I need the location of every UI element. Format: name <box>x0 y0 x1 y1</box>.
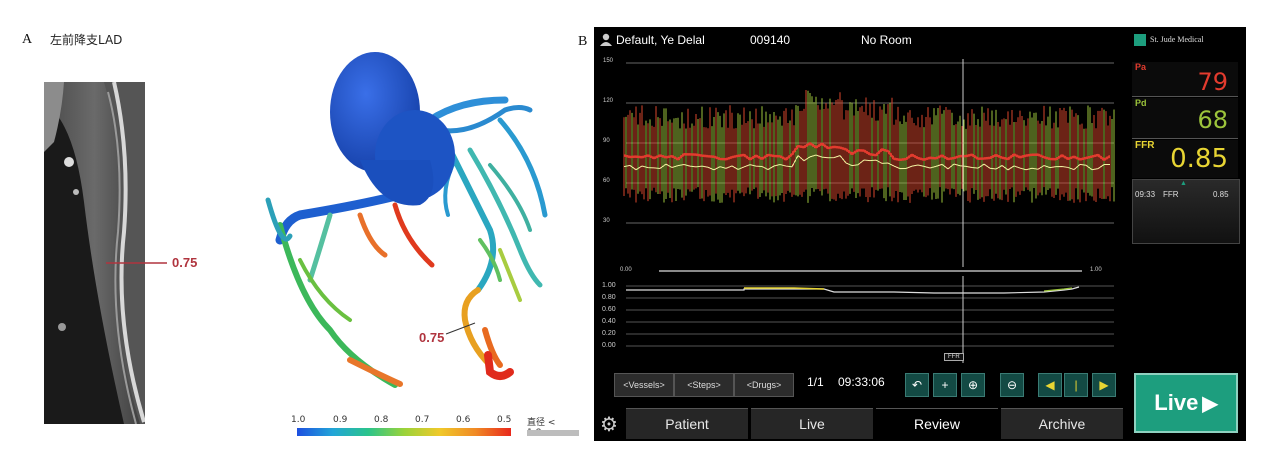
pressure-tick: 150 <box>603 58 614 64</box>
ffr-history-panel[interactable]: ▲ 09:33 FFR 0.85 <box>1132 179 1240 244</box>
ratio-top-left: 0.00 <box>620 267 632 273</box>
coronary-model <box>265 52 548 388</box>
pressure-tick: 60 <box>603 178 610 184</box>
live-button[interactable]: Live ▶ <box>1134 373 1238 433</box>
ct-pointer <box>106 262 167 264</box>
history-value: 0.85 <box>1213 190 1229 199</box>
panel-b-label: B <box>578 34 588 49</box>
colorbar-tick: 0.5 <box>497 415 512 425</box>
ratio-top-right: 1.00 <box>1090 267 1102 273</box>
brand-logo-icon <box>1134 34 1146 46</box>
ffr-label: FFR <box>1135 140 1155 151</box>
colorbar-tick: 0.8 <box>374 415 389 425</box>
model-ffr-value: 0.75 <box>419 330 445 345</box>
page-indicator: 1/1 <box>807 375 824 389</box>
ffr-marker-tag[interactable]: FFR <box>944 353 964 361</box>
pd-value: 68 <box>1197 106 1228 134</box>
patient-id: 009140 <box>750 33 791 47</box>
vessels-button[interactable]: <Vessels> <box>614 373 674 397</box>
brand-name: St. Jude Medical <box>1150 35 1204 44</box>
step-back-icon[interactable]: ◀ <box>1038 373 1062 397</box>
colorbar-tick: 0.9 <box>333 415 348 425</box>
ct-ffr-value: 0.75 <box>172 255 198 270</box>
recording-time: 09:33:06 <box>838 375 885 389</box>
pd-readout: Pd 68 <box>1132 98 1238 139</box>
history-label: FFR <box>1163 190 1179 199</box>
panel-a-label: A <box>22 32 33 47</box>
undo-icon[interactable]: ↶ <box>905 373 929 397</box>
cursor-icon[interactable]: | <box>1064 373 1088 397</box>
steps-button[interactable]: <Steps> <box>674 373 734 397</box>
panel-a: A 左前降支LAD 0.75 <box>0 0 590 452</box>
pressure-waveform-chart <box>623 59 1115 363</box>
pa-label: Pa <box>1135 62 1147 72</box>
ratio-tick: 0.60 <box>602 306 616 313</box>
pressure-tick: 30 <box>603 218 610 224</box>
play-icon: ▶ <box>1202 392 1218 415</box>
pa-readout: Pa 79 <box>1132 62 1238 97</box>
pd-label: Pd <box>1135 98 1147 108</box>
room-name: No Room <box>861 33 912 47</box>
ffr-value: 0.85 <box>1170 144 1228 174</box>
vessel-title: 左前降支LAD <box>50 33 123 47</box>
settings-gear-icon[interactable]: ⚙ <box>600 413 618 436</box>
ffr-readout: FFR 0.85 <box>1132 140 1238 178</box>
pressure-tick: 90 <box>603 138 610 144</box>
history-time: 09:33 <box>1135 190 1156 199</box>
ratio-tick: 0.00 <box>602 342 616 349</box>
zoom-out-icon[interactable]: ⊖ <box>1000 373 1024 397</box>
tab-live[interactable]: Live <box>751 408 873 439</box>
tab-review[interactable]: Review <box>876 408 998 439</box>
ct-image <box>44 82 145 424</box>
patient-name[interactable]: Default, Ye Delal <box>616 33 705 47</box>
ratio-tick: 1.00 <box>602 282 616 289</box>
ffr-monitor-screen: Default, Ye Delal 009140 No Room St. Jud… <box>594 27 1246 441</box>
ratio-tick: 0.40 <box>602 318 616 325</box>
live-label: Live <box>1154 390 1199 415</box>
colorbar-tick: 0.7 <box>415 415 430 425</box>
drugs-button[interactable]: <Drugs> <box>734 373 794 397</box>
tab-patient[interactable]: Patient <box>626 408 748 439</box>
history-marker-icon: ▲ <box>1180 180 1187 187</box>
add-marker-icon[interactable]: + <box>933 373 957 397</box>
colorbar-tick: 1.0 <box>291 415 306 425</box>
diameter-swatch <box>527 430 579 436</box>
pa-value: 79 <box>1197 68 1228 96</box>
ffr-colorbar <box>297 428 511 436</box>
ratio-tick: 0.80 <box>602 294 616 301</box>
pressure-tick: 120 <box>603 98 614 104</box>
ratio-tick: 0.20 <box>602 330 616 337</box>
zoom-in-icon[interactable]: ⊕ <box>961 373 985 397</box>
step-forward-icon[interactable]: ▶ <box>1092 373 1116 397</box>
tab-archive[interactable]: Archive <box>1001 408 1123 439</box>
patient-icon <box>600 33 612 46</box>
colorbar-tick: 0.6 <box>456 415 471 425</box>
